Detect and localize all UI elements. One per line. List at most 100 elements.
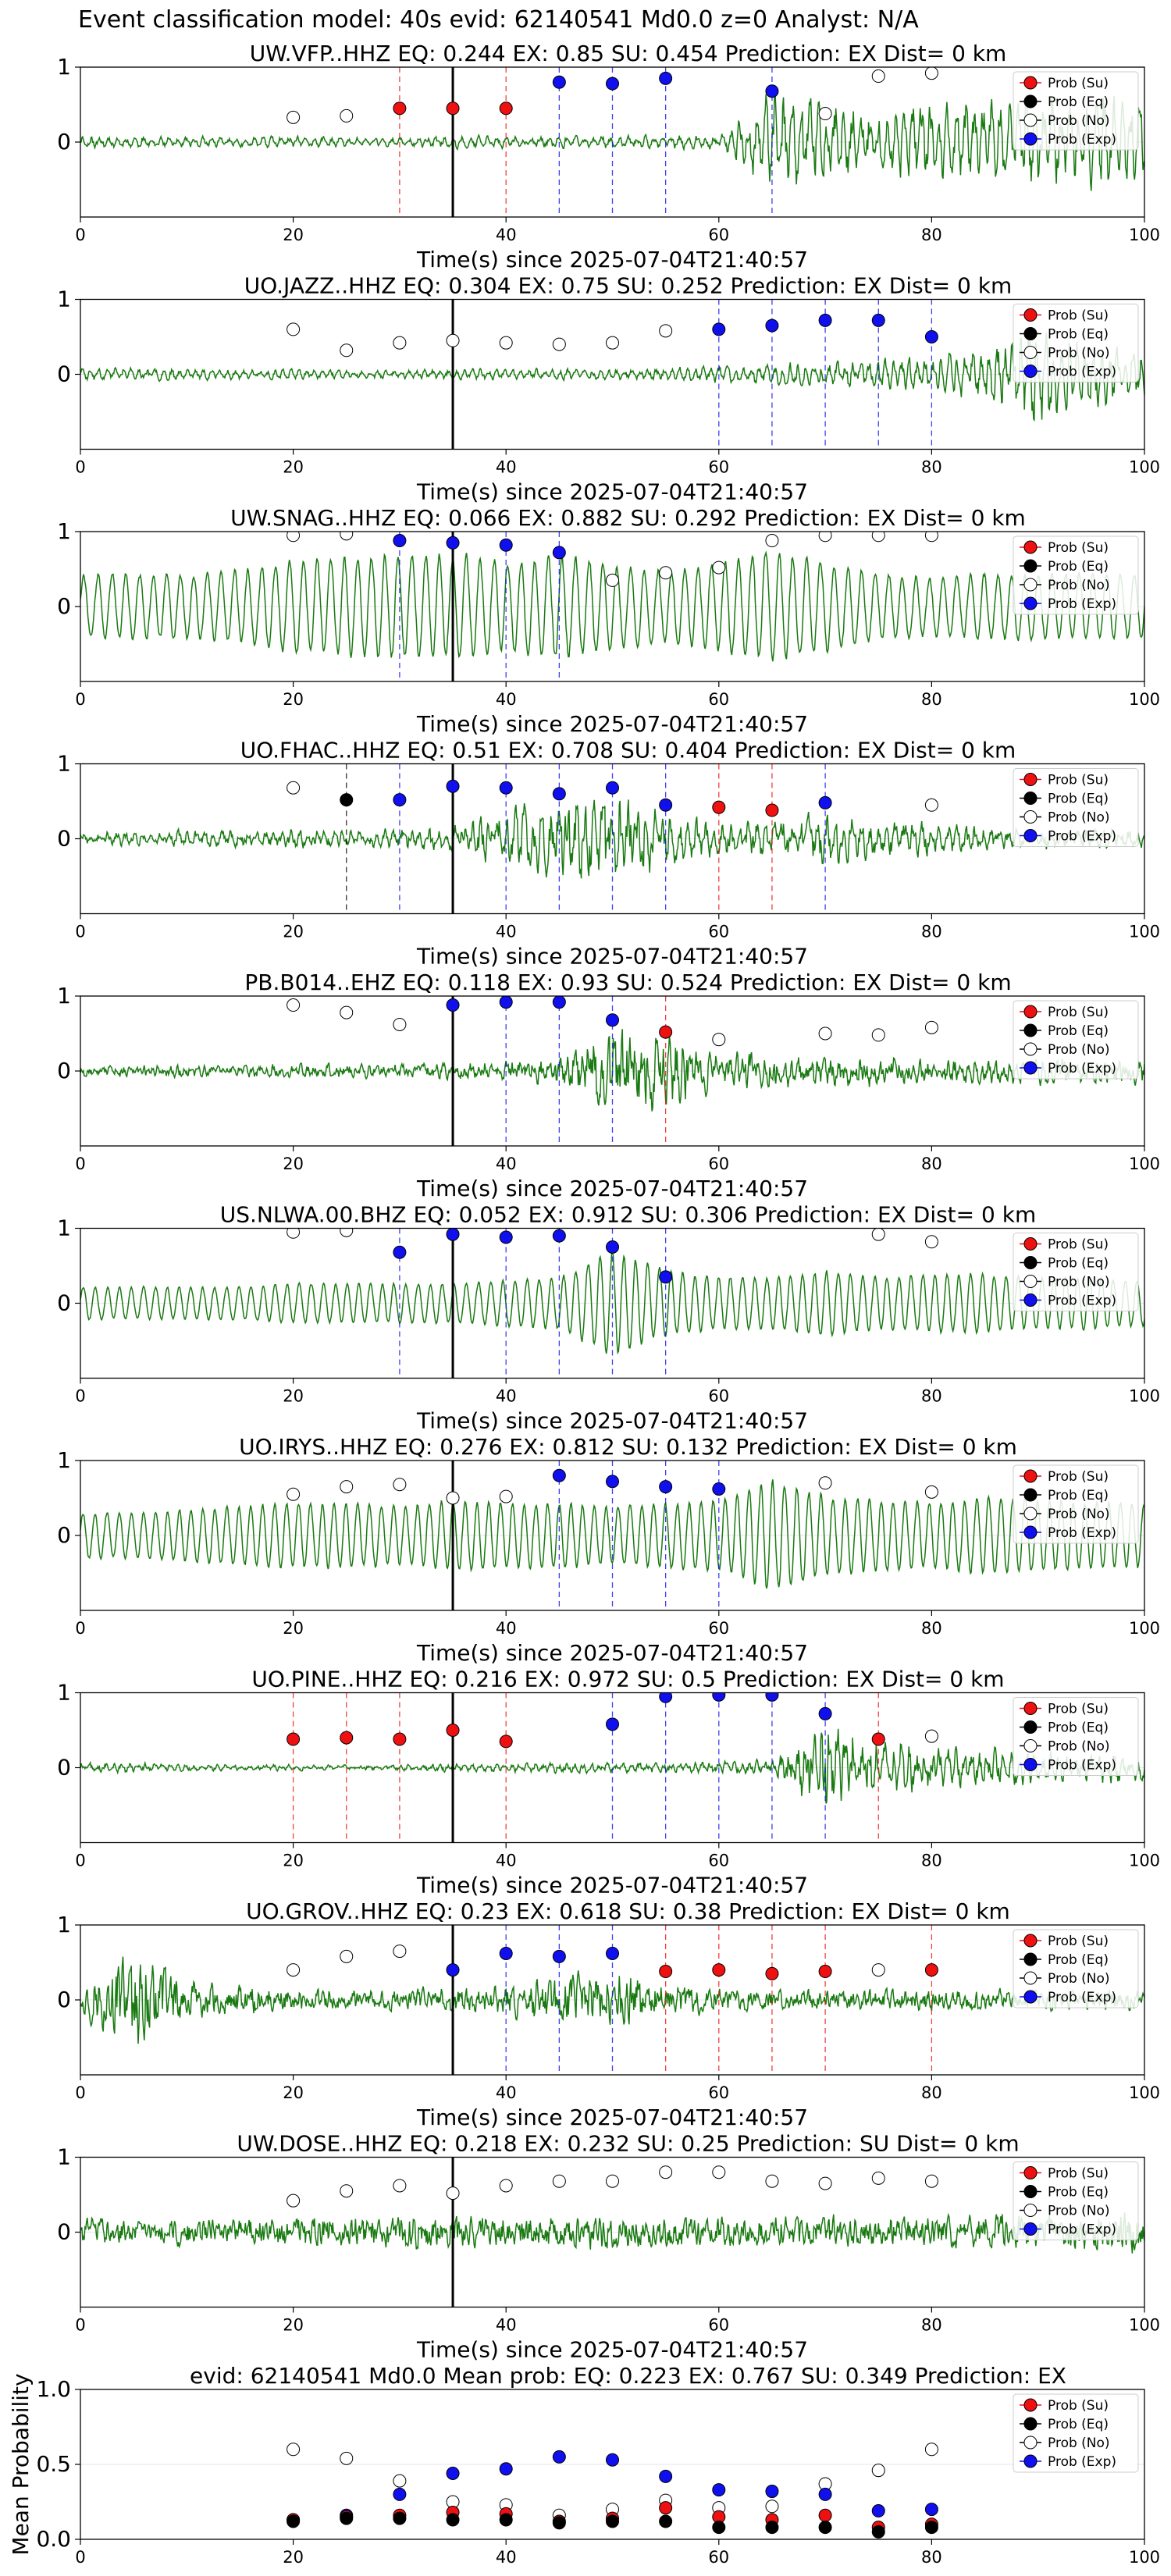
- legend: Prob (Su) Prob (Eq) Prob (No) Prob (Exp): [1013, 535, 1139, 615]
- prob-marker-no: [340, 532, 354, 541]
- legend-label-exp: Prob (Exp): [1048, 365, 1116, 380]
- prob-marker-no: [765, 2174, 779, 2188]
- prob-marker-su: [871, 1732, 885, 1746]
- prob-marker-no: [287, 322, 301, 336]
- x-tick-label: 40: [496, 2316, 517, 2335]
- prob-marker-su: [287, 1732, 301, 1746]
- prob-marker-no: [340, 109, 354, 123]
- legend-label-exp: Prob (Exp): [1048, 2454, 1116, 2470]
- mean-prob-marker-eq: [924, 2521, 938, 2535]
- legend: Prob (Su) Prob (Eq) Prob (No) Prob (Exp): [1013, 1929, 1139, 2008]
- x-tick-label: 100: [1129, 1619, 1160, 1638]
- prob-marker-no: [446, 333, 460, 347]
- legend-label-no: Prob (No): [1048, 1739, 1110, 1755]
- legend: Prob (Su) Prob (Eq) Prob (No) Prob (Exp): [1013, 304, 1139, 382]
- legend-marker-no: [1023, 1275, 1038, 1288]
- panel-title: UO.FHAC..HHZ EQ: 0.51 EX: 0.708 SU: 0.40…: [240, 738, 1016, 763]
- legend-label-eq: Prob (Eq): [1048, 1256, 1109, 1272]
- axes-frame: [80, 1692, 1145, 1844]
- y-tick-label: 1: [57, 286, 71, 312]
- legend-label-su: Prob (Su): [1048, 2398, 1109, 2414]
- plot-area: [80, 1461, 1144, 1610]
- prob-marker-exp: [552, 75, 566, 89]
- plot-area: [80, 67, 1144, 217]
- y-tick-label: 0: [57, 1290, 71, 1316]
- y-tick-label: 0: [57, 129, 71, 155]
- station-panel-6: US.NLWA.00.BHZ EQ: 0.052 EX: 0.912 SU: 0…: [57, 1202, 1160, 1434]
- axes-frame: [80, 531, 1145, 682]
- prob-marker-no: [287, 781, 301, 795]
- legend-marker-no: [1023, 1739, 1038, 1752]
- x-tick-label: 20: [283, 1387, 304, 1406]
- panel-title: evid: 62140541 Md0.0 Mean prob: EQ: 0.22…: [190, 2363, 1066, 2389]
- prob-marker-no: [340, 1228, 354, 1237]
- legend: Prob (Su) Prob (Eq) Prob (No) Prob (Exp): [1013, 768, 1139, 847]
- prob-marker-no: [446, 2186, 460, 2201]
- axes-frame: [80, 2156, 1145, 2308]
- mean-prob-marker-eq: [818, 2521, 832, 2535]
- y-tick-label: 0.5: [36, 2451, 71, 2477]
- prob-marker-no: [712, 2165, 726, 2179]
- panel-title: UO.IRYS..HHZ EQ: 0.276 EX: 0.812 SU: 0.1…: [239, 1434, 1017, 1460]
- x-tick-label: 100: [1129, 1852, 1160, 1870]
- mean-prob-marker-eq: [712, 2521, 726, 2535]
- prob-marker-exp: [818, 795, 832, 809]
- legend-marker-eq: [1023, 327, 1038, 340]
- mean-prob-marker-su: [659, 2501, 673, 2515]
- mean-prob-marker-exp: [446, 2467, 460, 2481]
- prob-marker-no: [499, 336, 513, 350]
- x-tick-label: 80: [921, 458, 942, 477]
- legend-label-su: Prob (Su): [1048, 76, 1109, 91]
- prob-marker-exp: [606, 1013, 619, 1027]
- plot-area: [80, 2157, 1144, 2307]
- prob-marker-su: [446, 1724, 460, 1737]
- prob-marker-exp: [818, 1706, 832, 1720]
- mean-prob-marker-eq: [446, 2513, 460, 2527]
- prob-marker-no: [712, 560, 726, 575]
- prob-marker-exp: [499, 538, 513, 552]
- mean-prob-marker-eq: [287, 2514, 301, 2528]
- mean-prob-marker-eq: [606, 2514, 619, 2528]
- panel-title: UO.PINE..HHZ EQ: 0.216 EX: 0.972 SU: 0.5…: [251, 1667, 1004, 1692]
- prob-marker-su: [924, 1963, 938, 1977]
- x-tick-label: 60: [708, 923, 729, 941]
- x-tick-label: 100: [1129, 458, 1160, 477]
- x-tick-label: 80: [921, 1155, 942, 1173]
- prob-marker-su: [765, 803, 779, 817]
- legend-label-exp: Prob (Exp): [1048, 829, 1116, 845]
- prob-marker-no: [393, 1478, 407, 1492]
- prob-marker-no: [659, 324, 673, 338]
- x-tick-label: 80: [921, 1387, 942, 1406]
- legend-marker-no: [1023, 810, 1038, 824]
- legend-label-exp: Prob (Exp): [1048, 2222, 1116, 2238]
- x-axis-label: Time(s) since 2025-07-04T21:40:57: [416, 2337, 808, 2363]
- prob-marker-no: [393, 1944, 407, 1959]
- mean-prob-marker-no: [765, 2500, 779, 2514]
- x-tick-label: 100: [1129, 1387, 1160, 1406]
- x-axis-label: Time(s) since 2025-07-04T21:40:57: [416, 944, 808, 970]
- mean-prob-marker-exp: [818, 2487, 832, 2501]
- mean-prob-marker-exp: [712, 2483, 726, 2497]
- prob-marker-exp: [552, 787, 566, 801]
- legend-label-eq: Prob (Eq): [1048, 2417, 1109, 2432]
- legend-marker-eq: [1023, 559, 1038, 573]
- legend-marker-su: [1023, 308, 1038, 322]
- prob-marker-exp: [659, 1270, 673, 1284]
- legend: Prob (Su) Prob (Eq) Prob (No) Prob (Exp): [1013, 1464, 1139, 1544]
- station-panel-1: UW.VFP..HHZ EQ: 0.244 EX: 0.85 SU: 0.454…: [57, 41, 1160, 272]
- prob-marker-no: [818, 1026, 832, 1041]
- legend-marker-eq: [1023, 1256, 1038, 1269]
- mean-prob-marker-exp: [659, 2469, 673, 2483]
- x-tick-label: 60: [708, 2316, 729, 2335]
- legend-label-exp: Prob (Exp): [1048, 1990, 1116, 2005]
- legend: Prob (Su) Prob (Eq) Prob (No) Prob (Exp): [1013, 2161, 1139, 2240]
- prob-marker-exp: [606, 1240, 619, 1254]
- x-tick-label: 60: [708, 458, 729, 477]
- prob-marker-no: [287, 1963, 301, 1977]
- waveform-trace: [80, 2212, 1144, 2254]
- mean-prob-marker-no: [393, 2474, 407, 2488]
- legend-label-no: Prob (No): [1048, 2435, 1110, 2451]
- x-tick-label: 40: [496, 1852, 517, 1870]
- legend-marker-exp: [1023, 1758, 1038, 1771]
- plot-area: [80, 532, 1144, 681]
